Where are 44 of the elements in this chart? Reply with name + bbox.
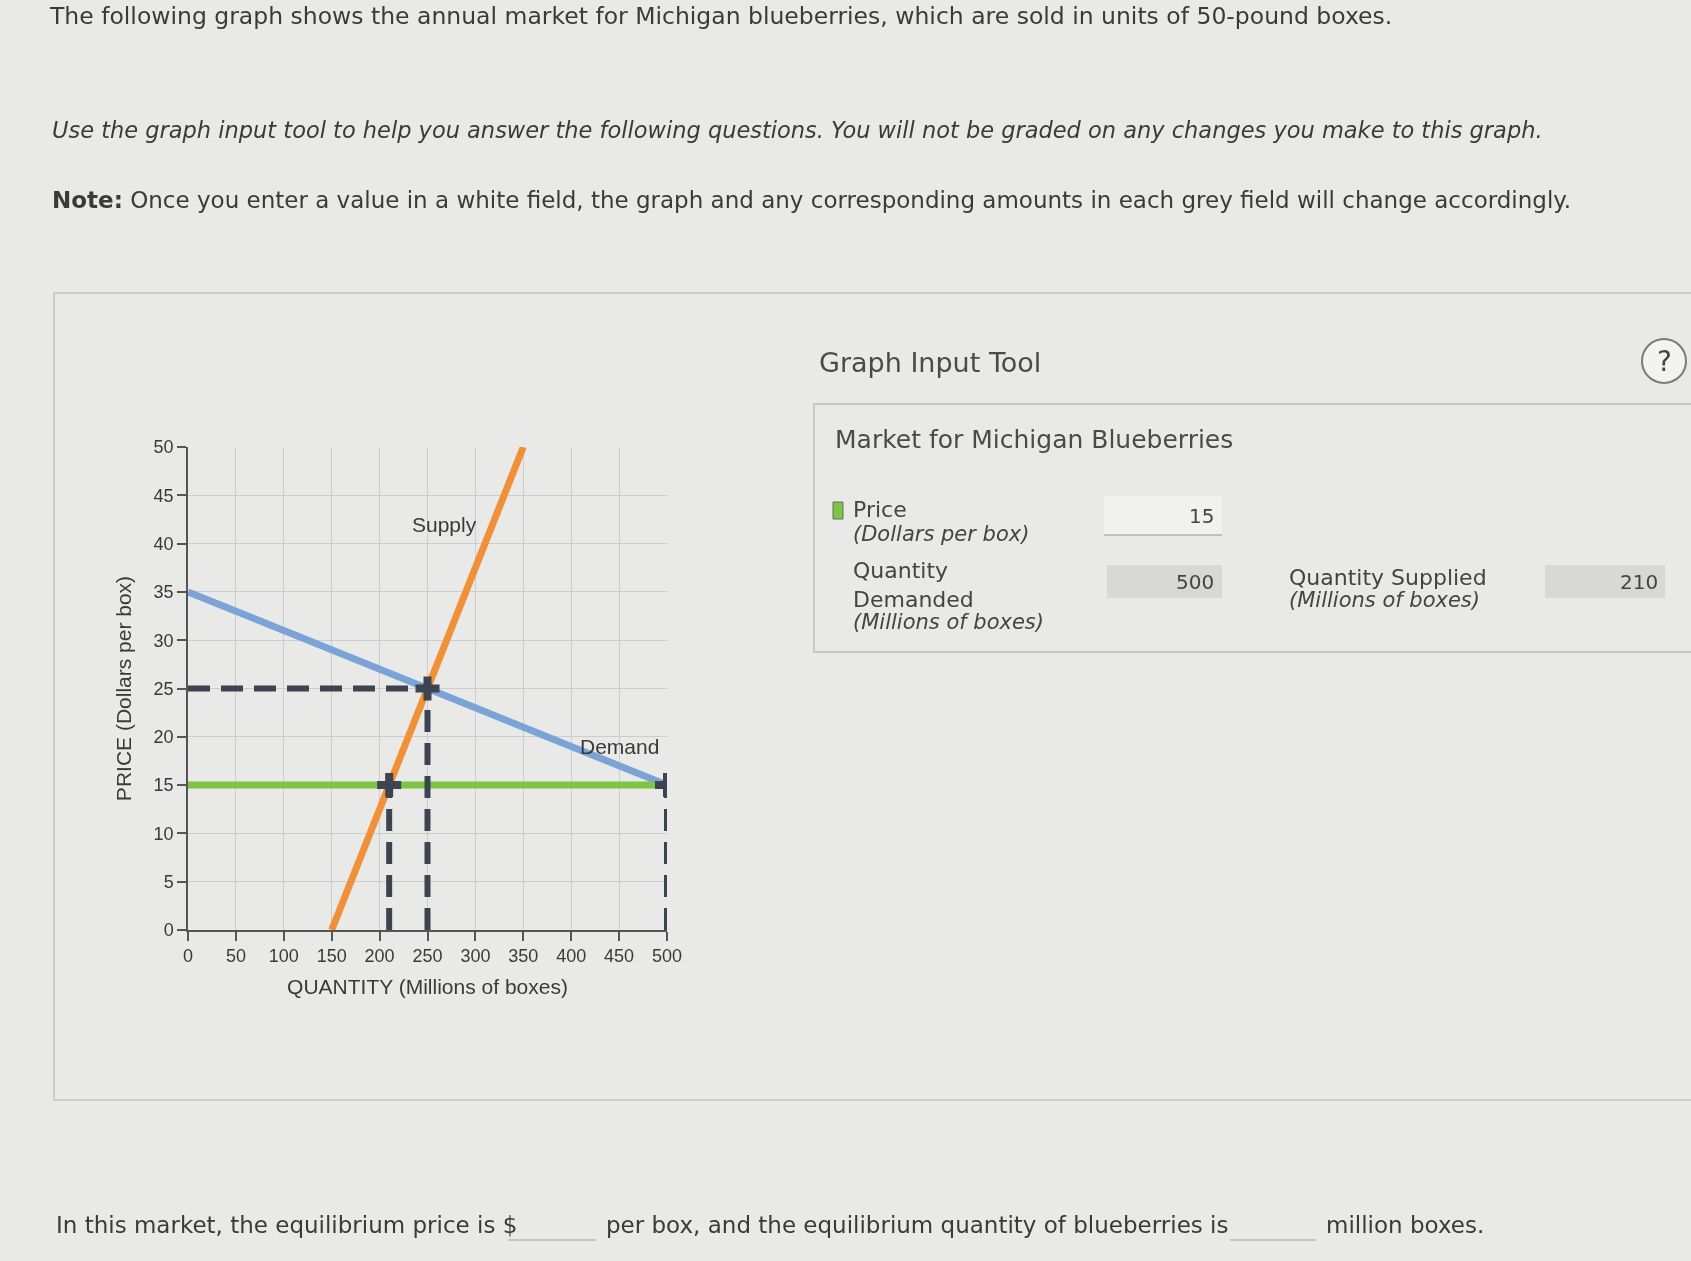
y-axis-title: PRICE (Dollars per box) xyxy=(112,575,136,802)
text: Use the graph input tool to help you answer the following questions. You will not be graded on any changes you make to this graph. xyxy=(52,117,1543,143)
y-tick-label: 25 xyxy=(153,678,174,699)
series-label: Supply xyxy=(412,513,477,536)
y-tick-label: 15 xyxy=(153,775,174,796)
text: (Dollars per box) xyxy=(853,522,1030,546)
x-tick-label: 500 xyxy=(651,946,683,967)
y-tick-label: 35 xyxy=(153,582,174,603)
text: 15 xyxy=(1189,504,1215,528)
text: per box, and the equilibrium quantity of blueberries is xyxy=(606,1212,1229,1238)
x-tick-label: 300 xyxy=(460,946,491,967)
text: (Millions of boxes) xyxy=(1289,588,1480,612)
text: million boxes. xyxy=(1326,1212,1485,1238)
x-tick-label: 450 xyxy=(604,946,635,967)
text: The following graph shows the annual market for Michigan blueberries, which are sold in units of 50-pound boxes. xyxy=(49,2,1393,31)
y-tick-label: 45 xyxy=(153,485,174,506)
x-tick-label: 350 xyxy=(508,946,539,967)
x-tick-label: 50 xyxy=(225,946,246,967)
x-tick-label: 100 xyxy=(268,946,299,967)
y-tick-label: 50 xyxy=(153,437,174,458)
text: Quantity Demanded xyxy=(853,558,974,612)
y-tick-label: 10 xyxy=(153,823,174,844)
x-tick-label: 400 xyxy=(556,946,587,967)
y-tick-label: 0 xyxy=(163,920,174,941)
text: 500 xyxy=(1176,570,1215,594)
y-tick-label: 20 xyxy=(153,727,174,748)
text: (Millions of boxes) xyxy=(853,610,1044,634)
series-label: Demand xyxy=(580,735,660,758)
text: Graph Input Tool xyxy=(819,347,1042,378)
text: ? xyxy=(1657,345,1672,378)
x-tick-label: 150 xyxy=(316,946,347,967)
text: In this market, the equilibrium price is $ xyxy=(56,1212,518,1238)
x-tick-label: 0 xyxy=(182,946,194,967)
x-tick-label: 250 xyxy=(412,946,443,967)
y-tick-label: 30 xyxy=(153,630,174,651)
y-tick-label: 5 xyxy=(163,872,174,892)
y-tick-label: 40 xyxy=(153,533,174,554)
x-tick-label: 200 xyxy=(364,946,395,967)
x-axis-title: QUANTITY (Millions of boxes) xyxy=(287,975,568,999)
text: Note: Once you enter a value in a white field, the graph and any corresponding amounts in each grey field will change accordingly. xyxy=(52,187,1571,213)
text: Quantity Supplied xyxy=(1289,565,1487,590)
text: Price xyxy=(853,497,907,522)
text: Market for Michigan Blueberries xyxy=(835,425,1234,454)
text: 210 xyxy=(1620,570,1659,594)
